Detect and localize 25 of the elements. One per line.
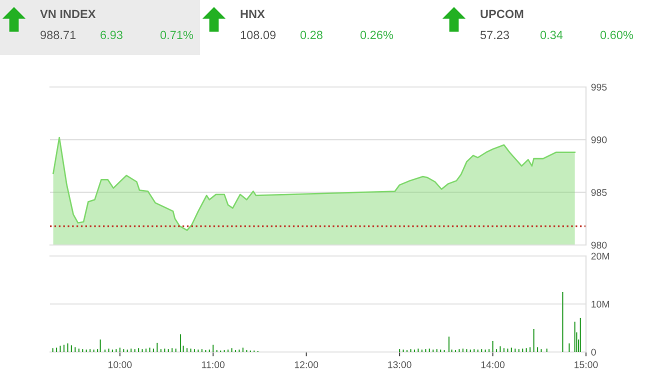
text: HNX <box>240 10 265 18</box>
text: 0.60% <box>600 30 634 40</box>
text: 0.26% <box>360 30 394 40</box>
x-tick-label: 11:00 <box>202 361 225 368</box>
y-tick-label: 10M <box>592 300 609 308</box>
y-tick-label: 990 <box>591 136 607 144</box>
x-tick-label: 13:00 <box>388 361 412 368</box>
text: 57.23 <box>480 30 510 40</box>
x-tick-label: 14:00 <box>481 361 505 368</box>
text: 0.28 <box>300 30 322 40</box>
text: VN INDEX <box>40 10 96 18</box>
x-tick-label: 12:00 <box>294 361 318 368</box>
y-tick-label: 0 <box>591 348 596 356</box>
text: UPCOM <box>480 10 524 18</box>
x-tick-label: 10:00 <box>108 361 132 368</box>
text: 0.71% <box>160 30 194 40</box>
y-tick-label: 985 <box>591 189 607 196</box>
text: 108.09 <box>240 30 276 40</box>
y-tick-label: 20M <box>591 252 609 260</box>
text: 988.71 <box>40 30 76 40</box>
y-tick-label: 980 <box>591 242 607 249</box>
text: 6.93 <box>100 30 122 40</box>
y-tick-label: 995 <box>591 84 607 91</box>
x-tick-label: 15:00 <box>574 361 598 368</box>
text: 0.34 <box>540 30 563 40</box>
